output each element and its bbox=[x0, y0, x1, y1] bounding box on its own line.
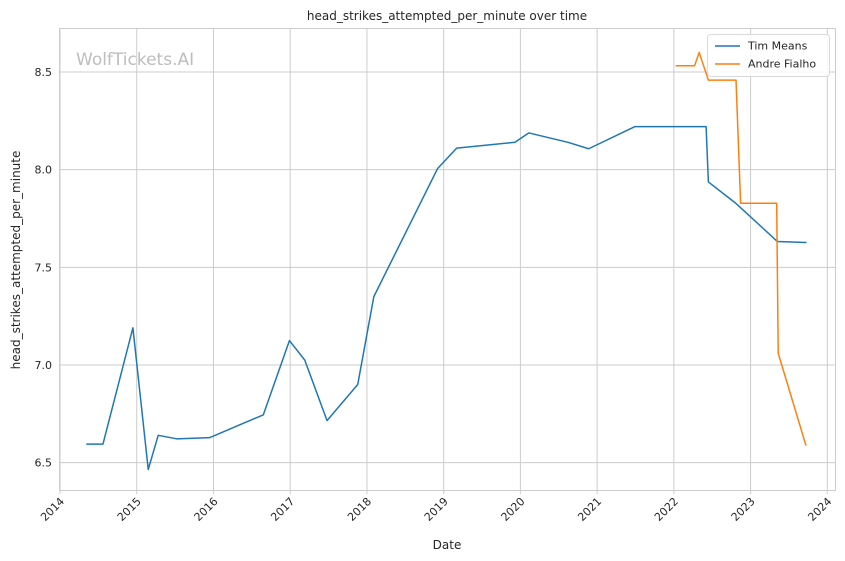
legend-box bbox=[707, 34, 830, 77]
chart-title: head_strikes_attempted_per_minute over t… bbox=[307, 9, 587, 23]
y-gridlines bbox=[60, 71, 835, 464]
y-tick-label: 7.5 bbox=[35, 261, 53, 274]
legend: Tim Means Andre Fialho bbox=[707, 34, 830, 77]
series-layer bbox=[86, 51, 807, 471]
watermark-text: WolfTickets.AI bbox=[76, 50, 194, 70]
y-tick-label: 8.0 bbox=[35, 164, 53, 177]
y-tick-labels: 6.5 7.0 7.5 8.0 8.5 bbox=[35, 66, 53, 470]
y-tick-label: 8.5 bbox=[35, 66, 53, 79]
legend-label-tim-means: Tim Means bbox=[747, 40, 808, 53]
y-axis-label: head_strikes_attempted_per_minute bbox=[9, 151, 23, 370]
x-axis-label: Date bbox=[433, 538, 462, 552]
x-gridlines bbox=[59, 29, 828, 490]
series-line-andre-fialho bbox=[675, 51, 807, 446]
legend-label-andre-fialho: Andre Fialho bbox=[748, 58, 816, 71]
plot-area-frame bbox=[59, 28, 836, 491]
series-line-tim-means bbox=[86, 125, 807, 471]
y-tick-label: 6.5 bbox=[35, 457, 53, 470]
y-tick-label: 7.0 bbox=[35, 359, 53, 372]
